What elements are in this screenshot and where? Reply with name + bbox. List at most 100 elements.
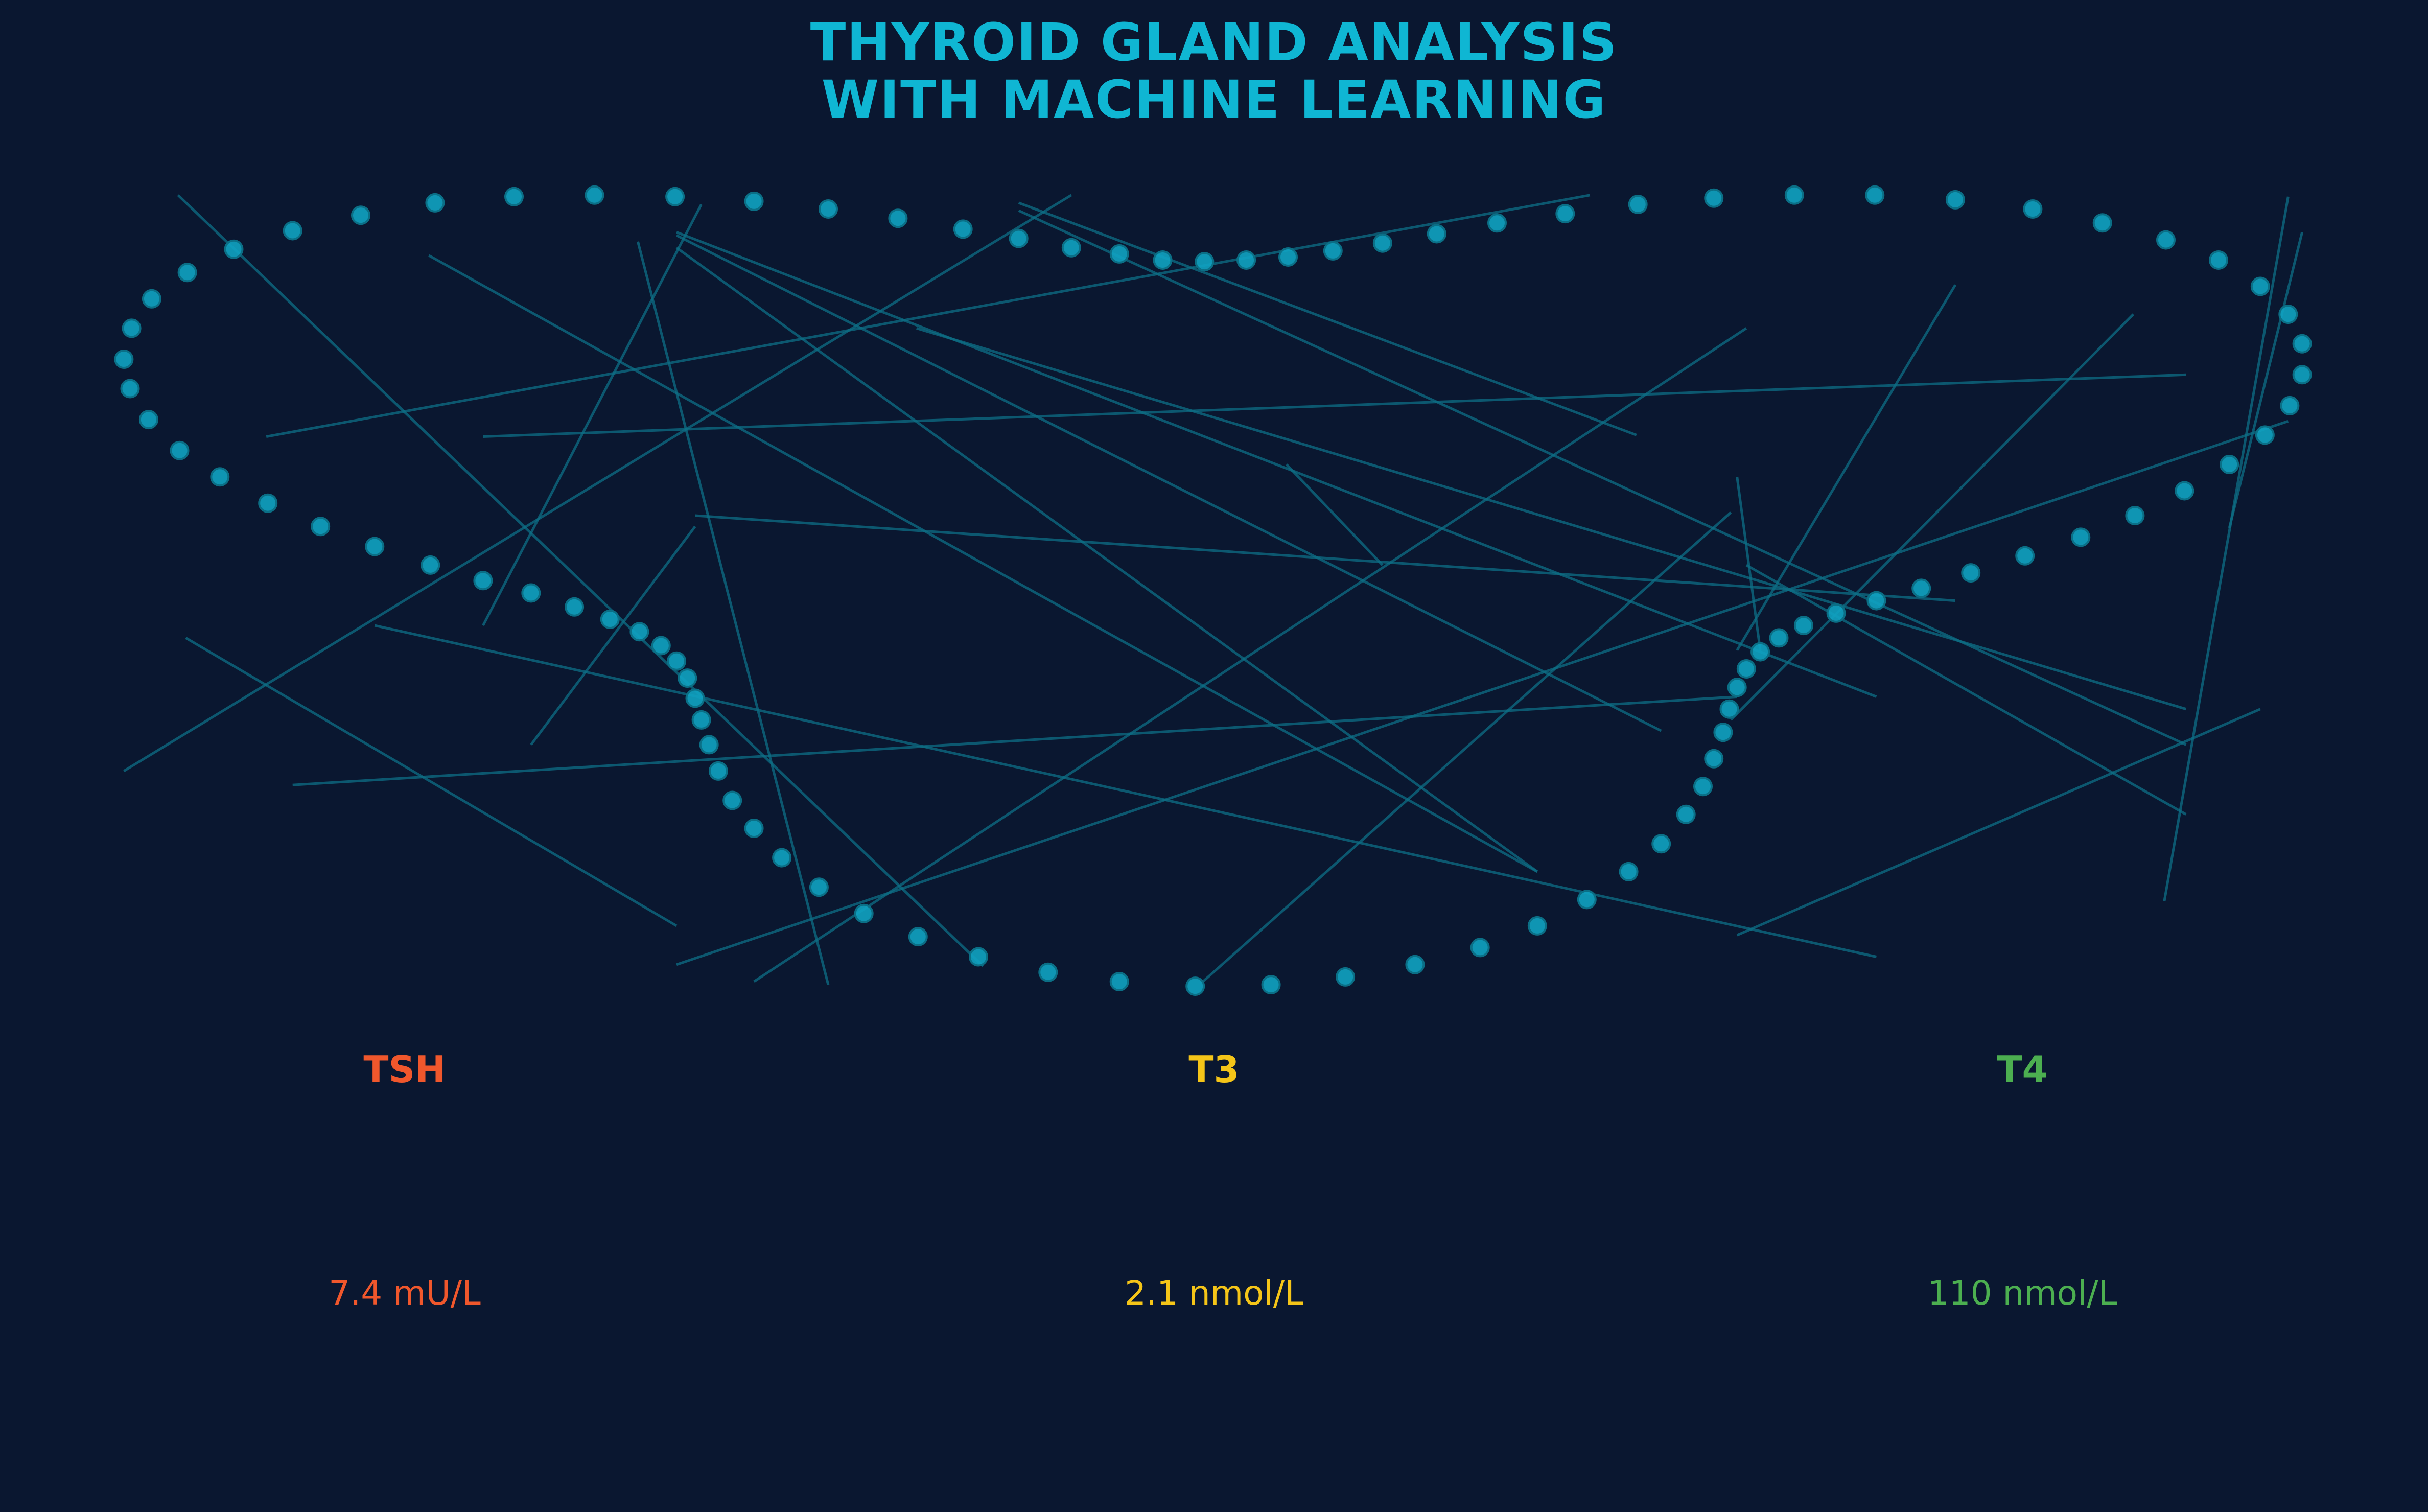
outline-dot xyxy=(1704,188,1724,208)
outline-dot xyxy=(1336,967,1356,987)
thyroid-outline xyxy=(114,185,2312,996)
outline-dot xyxy=(1236,250,1256,270)
outline-dot xyxy=(585,185,604,205)
outline-dot xyxy=(1769,628,1789,648)
outline-dot xyxy=(311,517,331,537)
outline-dot xyxy=(122,318,142,338)
network-line xyxy=(1286,463,1384,566)
outline-dot xyxy=(170,440,190,460)
outline-dot xyxy=(1676,804,1696,824)
outline-dot xyxy=(1713,723,1733,742)
outline-dot xyxy=(1185,976,1205,996)
marker-tsh: TSH 7.4 mU/L xyxy=(329,1048,481,1313)
outline-dot xyxy=(691,710,711,730)
network-line xyxy=(266,194,1591,438)
outline-dot xyxy=(678,668,697,688)
network-line xyxy=(292,695,1737,786)
network-line xyxy=(675,246,1538,873)
network-line xyxy=(695,514,1956,602)
outline-dot xyxy=(1109,972,1129,991)
outline-dot xyxy=(1195,252,1215,272)
network-line xyxy=(1202,511,1732,983)
outline-dot xyxy=(2125,506,2145,525)
network-line xyxy=(2228,231,2304,528)
outline-dot xyxy=(1704,749,1724,769)
outline-dot xyxy=(351,205,370,225)
title-line-2: WITH MACHINE LEARNING xyxy=(822,69,1607,130)
outline-dot xyxy=(772,848,792,868)
network-line xyxy=(482,203,703,626)
outline-dot xyxy=(629,622,649,642)
outline-dot xyxy=(2220,455,2239,474)
network-line xyxy=(483,373,2186,438)
outline-dot xyxy=(504,187,524,206)
outline-dot xyxy=(2280,396,2300,415)
network-line xyxy=(177,194,984,967)
outline-dot xyxy=(2209,250,2228,270)
outline-dot xyxy=(1153,250,1173,270)
outline-dot xyxy=(138,410,158,430)
outline-dot xyxy=(1750,642,1770,662)
outline-dot xyxy=(1487,213,1507,233)
outline-dot xyxy=(1628,195,1648,214)
outline-dot xyxy=(114,350,134,369)
outline-dot xyxy=(1109,244,1129,264)
outline-dot xyxy=(699,735,719,755)
outline-dot xyxy=(1527,916,1547,936)
marker-value-t4: 110 nmol/L xyxy=(1928,1273,2117,1313)
network-line xyxy=(675,234,1662,732)
outline-dot xyxy=(2175,481,2194,501)
outline-dot xyxy=(258,493,278,513)
outline-dot xyxy=(722,790,742,810)
outline-dot xyxy=(2278,305,2298,324)
outline-dot xyxy=(421,555,440,575)
outline-dot xyxy=(819,199,838,219)
marker-value-tsh: 7.4 mU/L xyxy=(329,1273,481,1313)
outline-dot xyxy=(1427,224,1446,244)
outline-dot xyxy=(744,191,764,211)
network-line xyxy=(1736,476,1762,650)
outline-dot xyxy=(809,877,829,897)
network-line xyxy=(428,254,1538,873)
outline-dot xyxy=(1038,962,1058,982)
marker-label-t4: T4 xyxy=(1997,1048,2047,1091)
outline-dot xyxy=(521,583,541,603)
outline-dot xyxy=(1577,890,1597,910)
outline-dot xyxy=(969,947,988,967)
marker-label-tsh: TSH xyxy=(363,1048,446,1091)
outline-dot xyxy=(667,651,687,671)
outline-dot xyxy=(1278,247,1298,267)
outline-dot xyxy=(1372,233,1392,253)
outline-dot xyxy=(1961,563,1981,583)
outline-dot xyxy=(2092,213,2112,233)
network-line xyxy=(1736,708,2261,937)
outline-dot xyxy=(2250,276,2270,296)
outline-dot xyxy=(744,819,764,838)
network-line xyxy=(753,327,1747,983)
outline-dot xyxy=(425,193,445,213)
outline-dot xyxy=(1009,228,1029,248)
marker-label-t3: T3 xyxy=(1188,1048,1239,1091)
network-lines xyxy=(123,194,2304,985)
outline-dot xyxy=(283,221,302,241)
outline-dot xyxy=(651,636,671,656)
outline-dot xyxy=(365,537,385,556)
network-line xyxy=(636,241,830,985)
outline-dot xyxy=(685,688,705,708)
network-line xyxy=(916,327,2187,711)
outline-dot xyxy=(2156,230,2176,250)
outline-dot xyxy=(908,927,928,947)
network-line xyxy=(185,637,678,927)
outline-dot xyxy=(1911,578,1931,598)
marker-t4: T4 110 nmol/L xyxy=(1928,1048,2117,1313)
outline-dot xyxy=(953,219,973,239)
network-line xyxy=(1018,209,2187,746)
title-line-1: THYROID GLAND ANALYSIS xyxy=(810,12,1618,73)
outline-dot xyxy=(2292,365,2312,385)
outline-dot xyxy=(1651,834,1671,854)
outline-dot xyxy=(708,761,728,781)
outline-dot xyxy=(177,263,197,283)
outline-dot xyxy=(1470,938,1490,958)
outline-dot xyxy=(473,571,493,591)
